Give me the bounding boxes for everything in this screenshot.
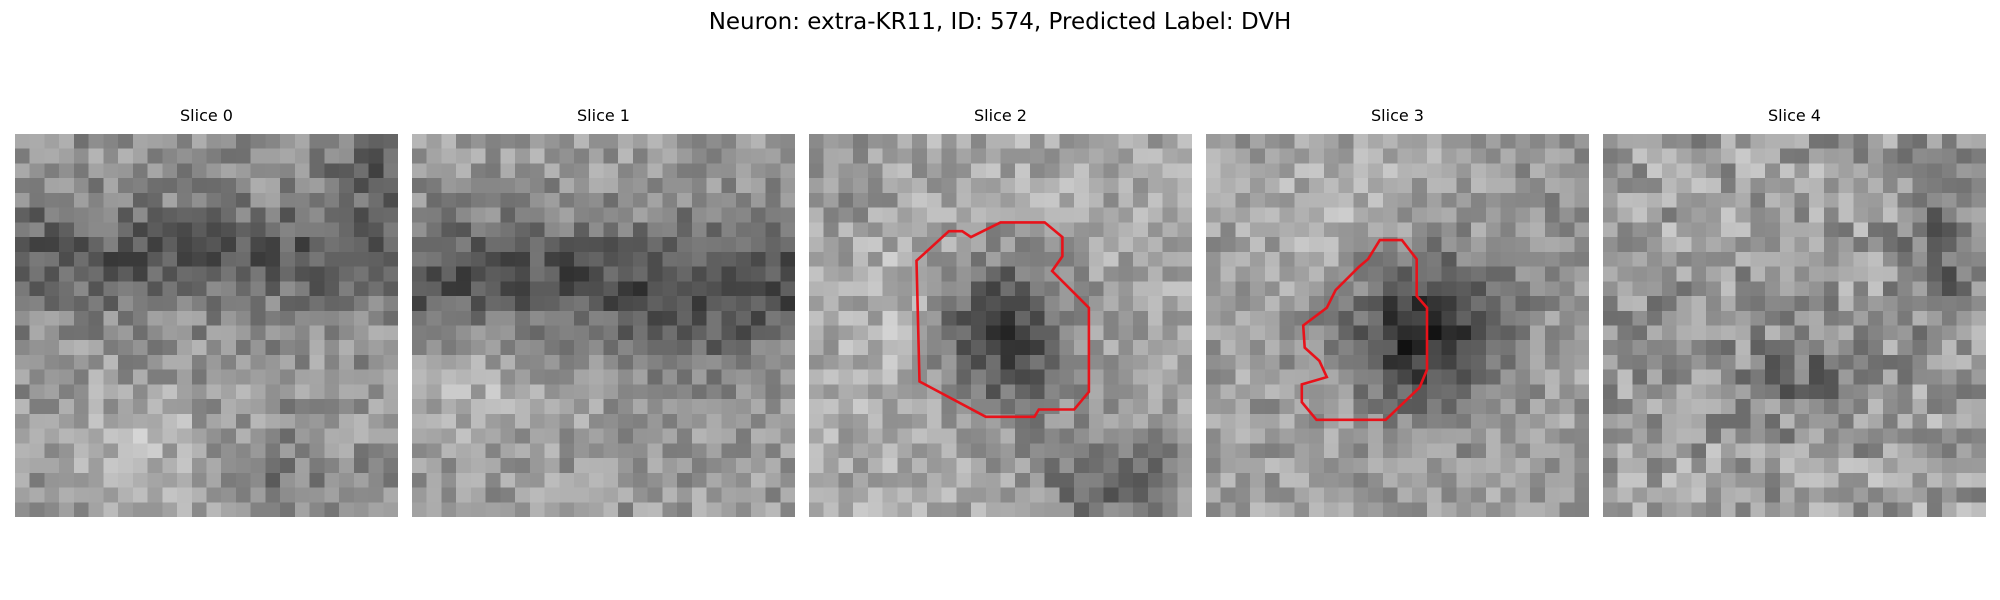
slice-image <box>412 134 795 517</box>
slice-title: Slice 2 <box>974 106 1027 125</box>
slice-image <box>809 134 1192 517</box>
neuron-contour <box>1300 238 1429 422</box>
slice-panel-2: Slice 2 <box>809 106 1192 517</box>
slice-title: Slice 1 <box>577 106 630 125</box>
slice-image <box>1206 134 1589 517</box>
slice-panel-4: Slice 4 <box>1603 106 1986 517</box>
slice-panel-0: Slice 0 <box>15 106 398 517</box>
slice-title: Slice 4 <box>1768 106 1821 125</box>
slice-panel-3: Slice 3 <box>1206 106 1589 517</box>
neuron-contour <box>915 221 1091 419</box>
figure-title: Neuron: extra-KR11, ID: 574, Predicted L… <box>708 9 1292 35</box>
slice-title: Slice 3 <box>1371 106 1424 125</box>
slice-title: Slice 0 <box>180 106 233 125</box>
slice-image <box>15 134 398 517</box>
slice-panel-1: Slice 1 <box>412 106 795 517</box>
slice-image <box>1603 134 1986 517</box>
